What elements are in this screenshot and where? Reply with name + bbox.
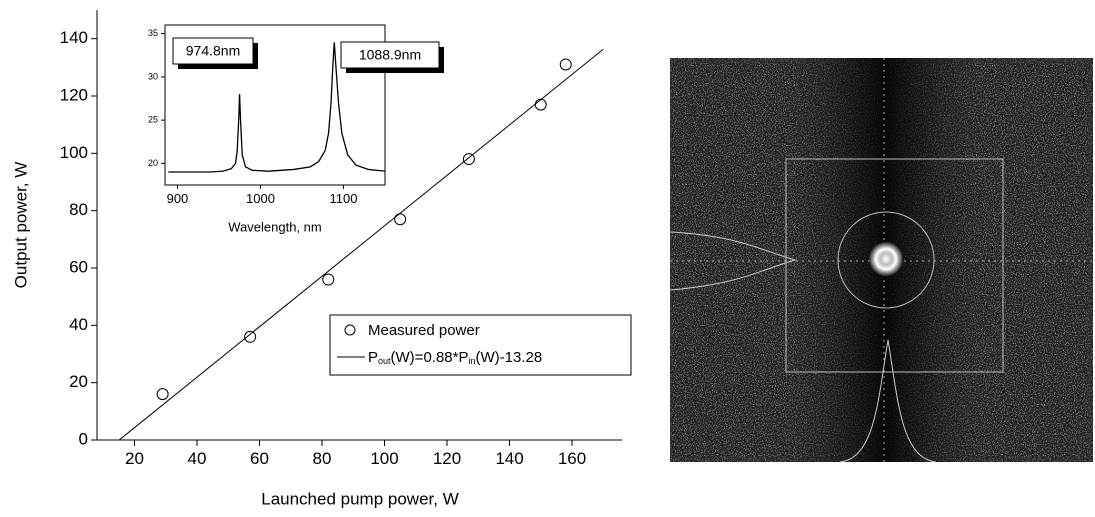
y-tick-label: 120 — [60, 85, 88, 104]
x-tick-label: 80 — [313, 449, 332, 468]
legend-label-part: (W)-13.28 — [476, 349, 543, 366]
x-tick-label: 140 — [495, 449, 523, 468]
legend-label-part: in — [468, 356, 475, 366]
legend-label: Measured power — [368, 322, 480, 339]
data-point — [323, 274, 334, 285]
data-point — [560, 59, 571, 70]
x-tick-label: 1100 — [330, 191, 358, 206]
legend-label-part: (W)=0.88*P — [391, 349, 469, 366]
legend-label: Pout(W)=0.88*Pin(W)-13.28 — [368, 349, 542, 366]
y-tick-label: 80 — [69, 200, 88, 219]
y-tick-label: 60 — [69, 257, 88, 276]
y-tick-label: 35 — [148, 28, 158, 38]
y-tick-label: 140 — [60, 28, 88, 47]
y-tick-label: 25 — [148, 115, 158, 125]
x-tick-label: 20 — [125, 449, 144, 468]
x-tick-label: 120 — [433, 449, 461, 468]
data-point — [535, 99, 546, 110]
figure: 20 40 60 80 100 120 140 160 0 20 40 60 80 100 120 140 La… — [0, 0, 1095, 517]
x-tick-label: 900 — [167, 191, 189, 206]
page: {"chart_data": [ {"type": "scatter", "xl… — [0, 0, 1095, 517]
y-tick-label: 40 — [69, 315, 88, 334]
x-axis-title: Wavelength, nm — [228, 219, 321, 234]
annotation: 1088.9nm — [359, 47, 421, 63]
x-tick-label: 40 — [188, 449, 207, 468]
y-tick-label: 30 — [148, 71, 158, 81]
y-tick-label: 20 — [69, 372, 88, 391]
x-tick-label: 60 — [250, 449, 269, 468]
y-axis-title: Output power, W — [11, 162, 30, 289]
y-tick-label: 0 — [79, 429, 88, 448]
legend-label-part: out — [378, 356, 391, 366]
x-tick-label: 100 — [370, 449, 398, 468]
x-tick-label: 1000 — [246, 191, 275, 206]
data-point — [157, 389, 168, 400]
x-axis-title: Launched pump power, W — [261, 489, 459, 508]
x-tick-label: 160 — [558, 449, 586, 468]
y-tick-label: 20 — [148, 158, 158, 168]
annotation: 974.8nm — [186, 43, 240, 59]
data-point — [463, 154, 474, 165]
beam-image — [670, 58, 1093, 462]
data-point — [395, 214, 406, 225]
legend-label-part: P — [368, 349, 378, 366]
y-tick-label: 100 — [60, 143, 88, 162]
